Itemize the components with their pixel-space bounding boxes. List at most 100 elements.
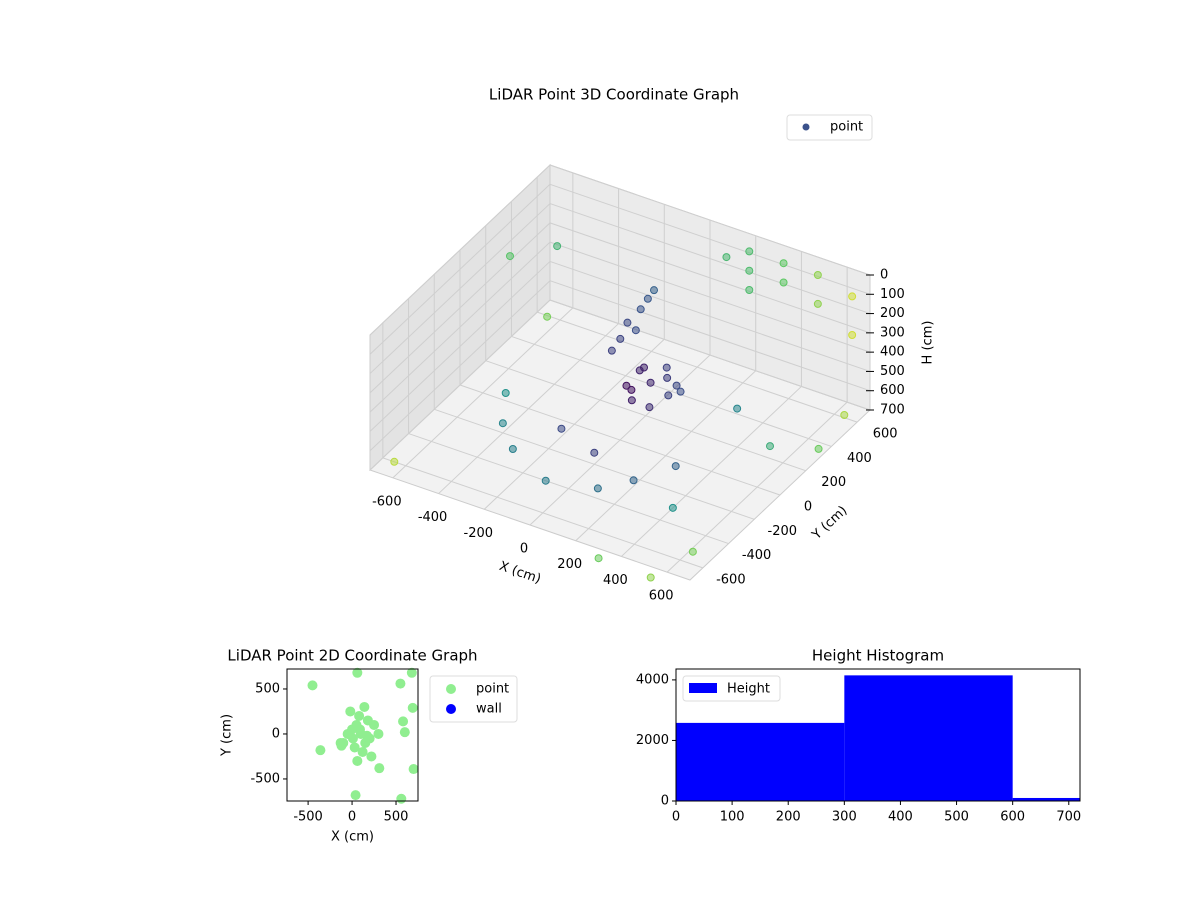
point: [745, 266, 754, 275]
legend-marker: [446, 704, 456, 714]
point: [398, 716, 409, 727]
point: [688, 547, 697, 556]
point: [664, 391, 673, 400]
point: [373, 728, 384, 739]
point: [501, 389, 510, 397]
y-tick-label: 200: [821, 475, 846, 490]
bar: [676, 722, 845, 801]
grid-line: [369, 164, 551, 336]
x-tick-label: 100: [720, 810, 745, 825]
point: [352, 755, 363, 766]
point: [629, 476, 638, 485]
point: [646, 573, 655, 582]
point: [336, 740, 347, 751]
grid-line: [536, 311, 858, 423]
point: [745, 247, 754, 256]
point: [594, 554, 603, 563]
point: [359, 701, 370, 712]
point: [813, 271, 822, 279]
point: [733, 404, 742, 413]
x-tick-label: 0: [672, 810, 680, 825]
point: [541, 476, 550, 485]
legend-box: [682, 675, 781, 702]
legend-label: point: [830, 120, 863, 135]
z-tick-label: 500: [880, 364, 905, 379]
point: [396, 793, 407, 804]
legend-box: [786, 114, 873, 141]
y-tick-label: -200: [768, 524, 798, 539]
bar: [1012, 797, 1080, 801]
chart-title: Height Histogram: [812, 647, 944, 665]
x-tick-label: 700: [1056, 810, 1081, 825]
point: [349, 742, 360, 753]
x-tick-label: 200: [557, 557, 582, 572]
y-tick-label: 600: [873, 427, 898, 442]
grid-line: [434, 408, 755, 520]
y-tick-label: 4000: [636, 672, 669, 687]
z-tick-label: 200: [880, 306, 905, 321]
point: [814, 444, 823, 453]
point: [779, 259, 788, 268]
point: [645, 403, 654, 412]
point: [366, 751, 377, 762]
x-tick-label: 600: [1000, 810, 1025, 825]
legend-marker: [689, 683, 717, 693]
x-tick-label: -600: [372, 494, 402, 509]
legend-label: point: [476, 682, 509, 697]
grid-line: [549, 164, 871, 276]
legend-label: Height: [727, 682, 770, 697]
grid-line: [369, 183, 551, 355]
point: [407, 702, 418, 713]
point: [362, 715, 373, 726]
point: [399, 727, 410, 738]
grid-line: [459, 384, 781, 496]
z-tick-label: 700: [880, 403, 905, 418]
point: [622, 381, 631, 390]
z-axis-label: H (cm): [921, 321, 936, 365]
point: [646, 378, 655, 387]
point: [390, 457, 399, 466]
x-tick-label: 0: [348, 810, 356, 825]
point: [840, 411, 849, 419]
x-tick-label: 600: [649, 589, 674, 604]
grid-line: [369, 299, 551, 471]
grid-line: [511, 335, 832, 447]
point: [408, 764, 419, 775]
axes-frame: [675, 668, 1081, 802]
x-tick-label: -400: [418, 510, 448, 525]
point: [374, 763, 385, 774]
x-tick-label: 200: [776, 810, 801, 825]
chart-title: LiDAR Point 2D Coordinate Graph: [227, 647, 477, 665]
z-tick-label: 0: [880, 268, 888, 283]
point: [543, 312, 552, 321]
point: [631, 326, 640, 335]
point: [745, 286, 754, 294]
grid-line: [549, 241, 871, 353]
grid-line: [369, 280, 551, 452]
grid-line: [485, 360, 806, 472]
z-tick-label: 400: [880, 345, 905, 360]
point: [354, 710, 365, 721]
x-tick-label: -500: [293, 810, 323, 825]
y-axis-label: Y (cm): [809, 503, 851, 543]
grid-line: [369, 241, 551, 413]
y-tick-label: 0: [804, 500, 812, 515]
grid-line: [369, 222, 551, 394]
grid-line: [382, 457, 704, 569]
point: [345, 706, 356, 717]
x-axis-label: X (cm): [497, 559, 543, 587]
point: [357, 746, 368, 757]
bar: [844, 675, 1013, 801]
point: [668, 503, 677, 512]
point: [553, 242, 562, 251]
point: [307, 680, 318, 691]
y-tick-label: -600: [716, 572, 746, 587]
point: [315, 745, 326, 756]
point: [498, 419, 507, 428]
y-tick-label: 400: [847, 451, 872, 466]
y-tick-label: 500: [255, 681, 280, 696]
y-tick-label: 0: [272, 726, 280, 741]
point: [627, 385, 636, 394]
point: [848, 292, 857, 301]
